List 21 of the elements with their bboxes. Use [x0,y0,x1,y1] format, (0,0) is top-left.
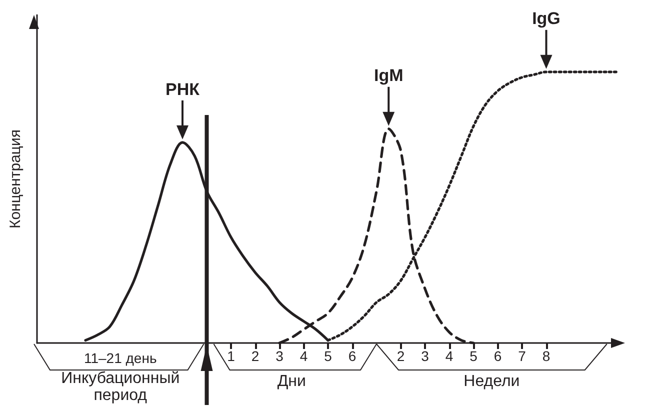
x-tick-label: 4 [300,348,308,364]
y-axis-title: Концентрация [7,129,24,229]
text: IgM [372,66,404,86]
text: РНК [164,80,200,99]
text: Дни [276,373,307,391]
text: IgG [531,9,562,28]
x-tick-label: 7 [518,348,526,364]
text: 11–21 день [82,350,158,366]
x-tick-label: 2 [251,348,260,364]
text: Инкубационный период [60,370,181,405]
x-tick-label: 1 [227,348,236,364]
x-tick-label: 3 [276,348,284,364]
x-tick-label: 2 [396,348,405,364]
x-tick-label: 3 [421,348,430,364]
x-tick-label: 8 [542,348,550,364]
x-tick-label: 4 [445,348,454,364]
x-tick-label: 6 [494,348,502,364]
x-tick-label: 5 [470,348,478,364]
text: Недели [462,373,521,391]
x-tick-label: 6 [348,348,356,364]
x-tick-label: 5 [324,348,332,364]
